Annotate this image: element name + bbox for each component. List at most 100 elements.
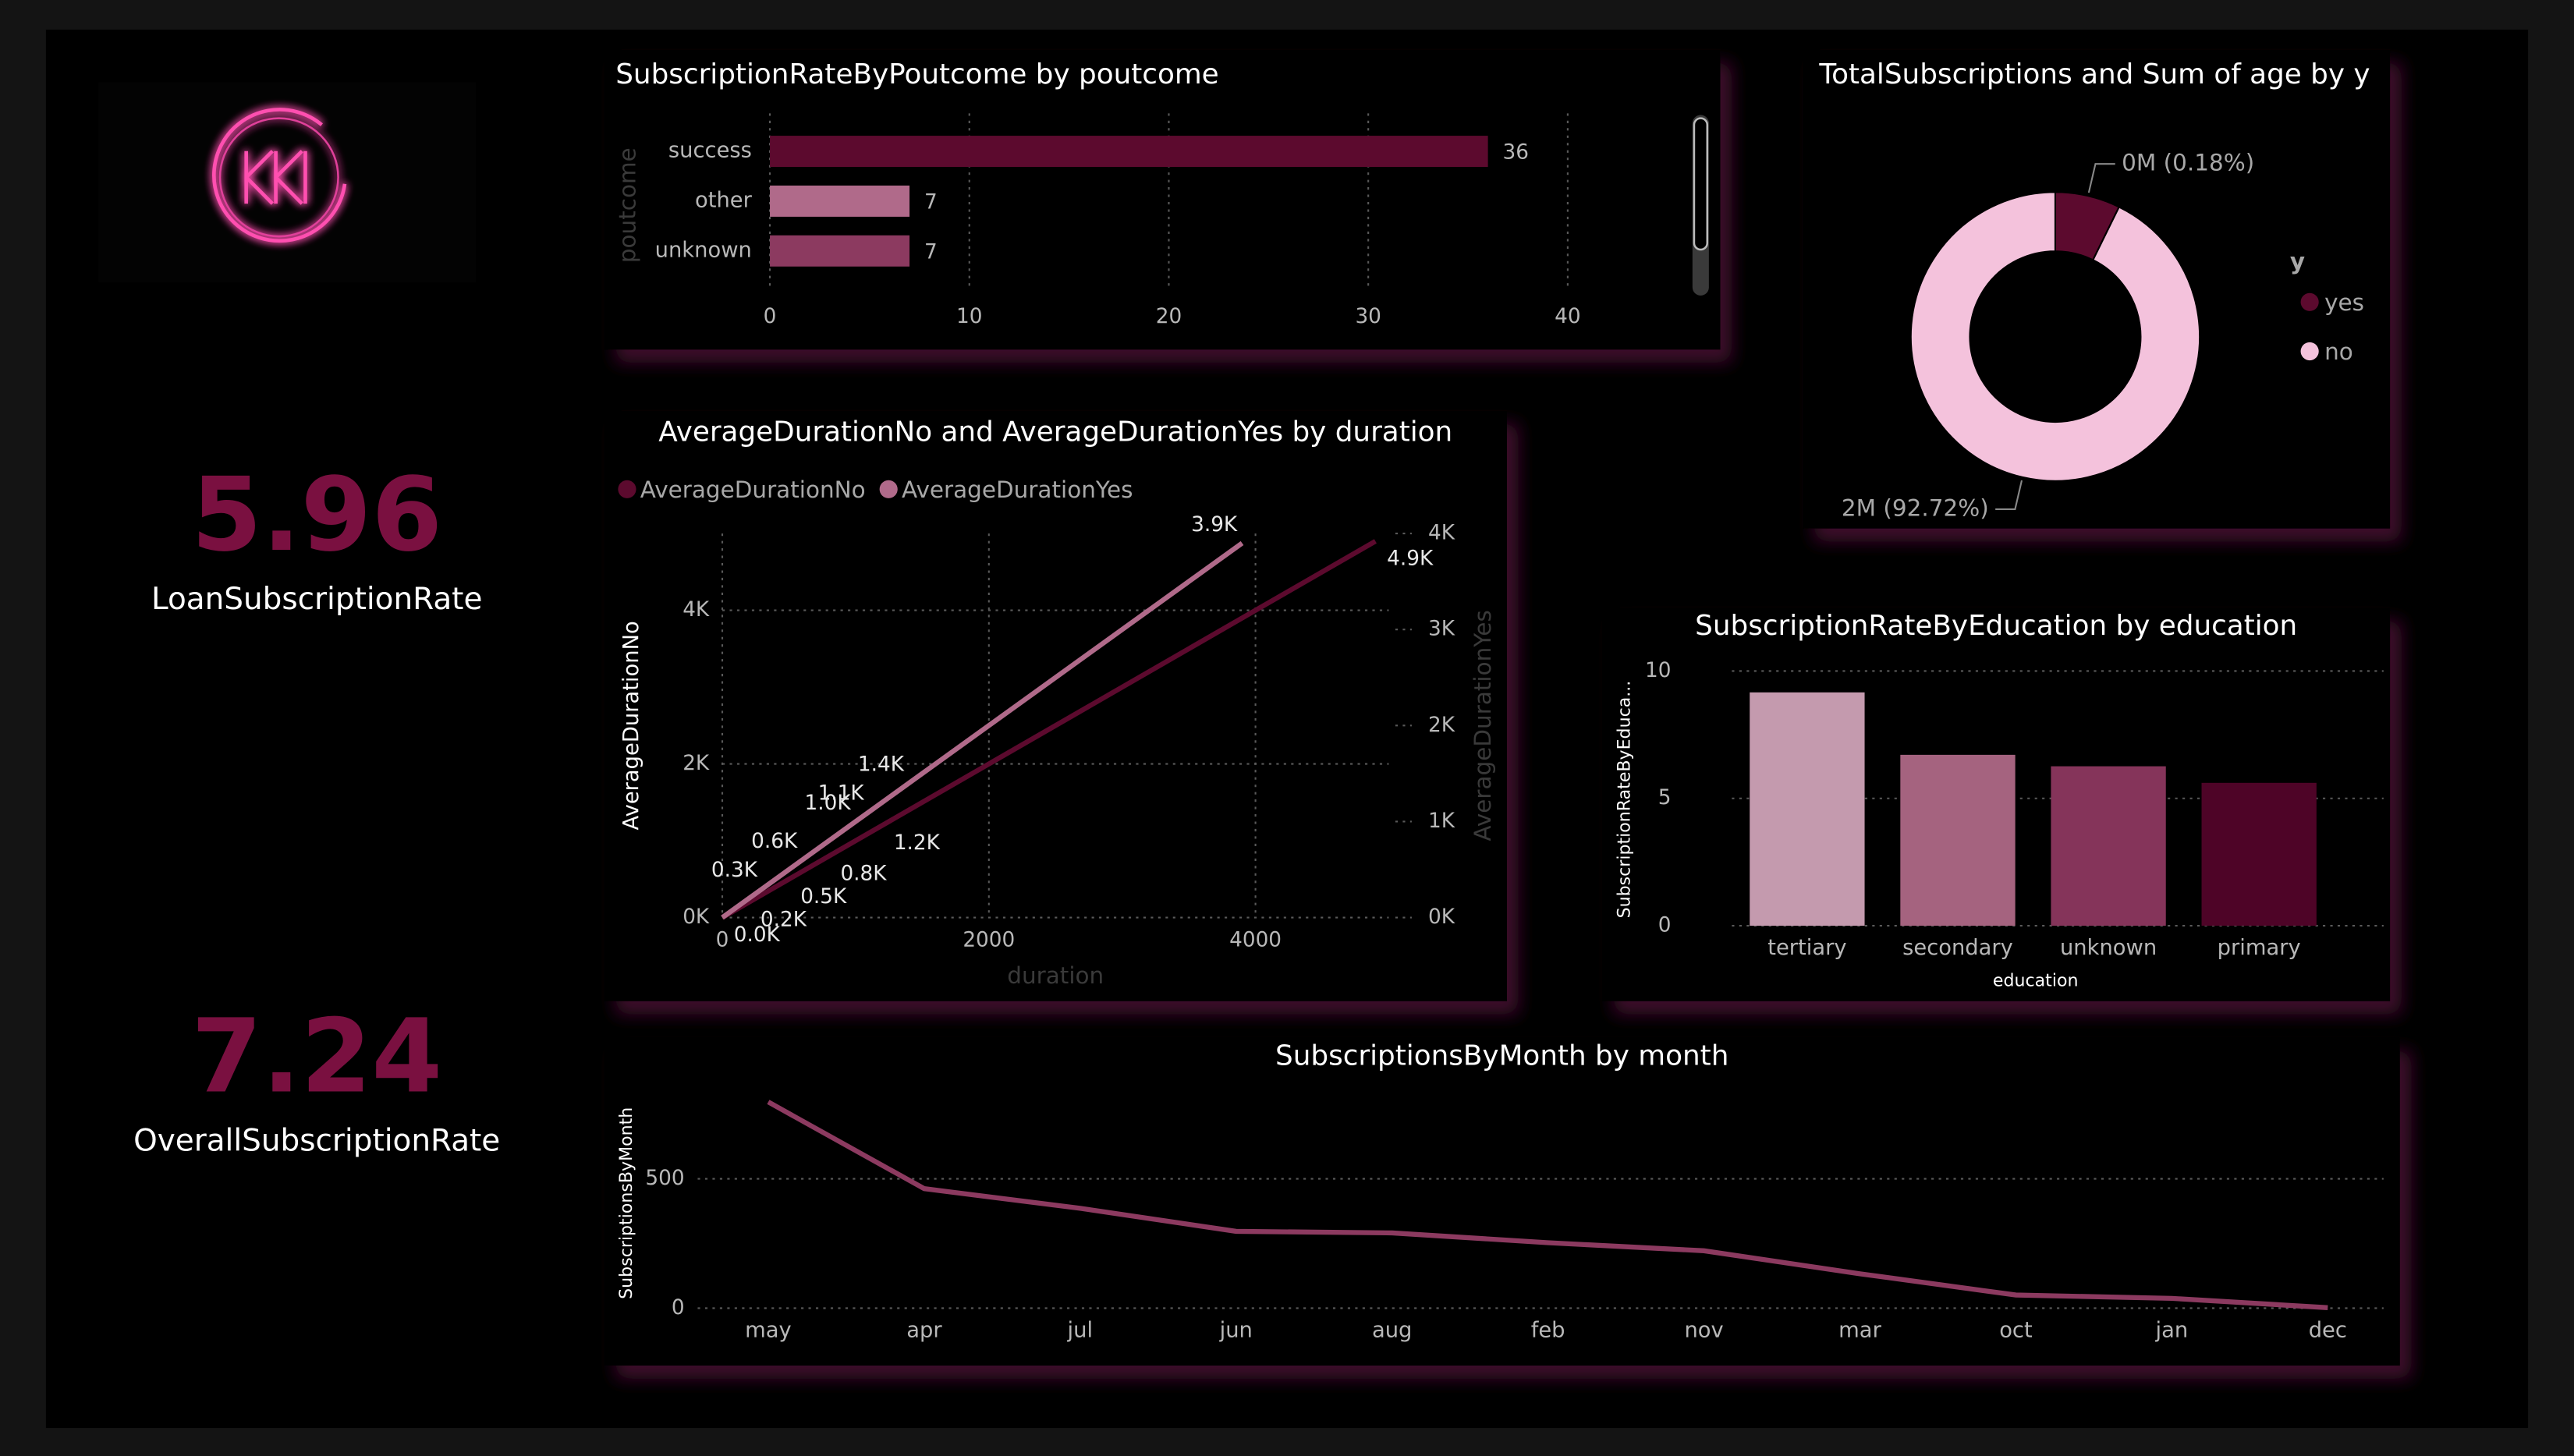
x-tick-label: 20 (1156, 305, 1182, 328)
y-tick-label: 5 (1658, 786, 1672, 809)
bar (1750, 692, 1865, 926)
data-label: 0.0K (734, 923, 781, 947)
y-label: SubscriptionRateByEduca... (1615, 681, 1635, 919)
y-label: AverageDurationNo (619, 621, 644, 830)
y-tick-label: success (668, 139, 752, 163)
legend-marker (879, 480, 898, 498)
x-tick-label: primary (2218, 936, 2301, 960)
chart-title: SubscriptionsByMonth by month (1275, 1040, 1728, 1072)
y2-tick-label: 2K (1428, 714, 1455, 737)
y-tick-label: 0 (672, 1296, 685, 1320)
y2-tick-label: 3K (1428, 618, 1455, 641)
y-tick-label: other (695, 188, 753, 212)
bar (2051, 766, 2166, 926)
logo-ring (212, 108, 347, 243)
x-tick-label: 0 (764, 305, 777, 328)
legend-marker (2300, 292, 2319, 311)
x-tick-label: jul (1067, 1318, 1094, 1342)
kpi-value: 5.96 (191, 455, 442, 574)
y-tick-label: 0 (1658, 914, 1672, 937)
y-tick-label: 4K (682, 598, 710, 622)
panel (604, 410, 1508, 1001)
legend-label: AverageDurationNo (640, 476, 866, 503)
legend-title: y (2290, 248, 2305, 275)
x-tick-label: jan (2155, 1318, 2189, 1342)
x-tick-label: jun (1219, 1318, 1253, 1342)
x-tick-label: nov (1684, 1318, 1723, 1342)
data-label: 0.3K (711, 859, 758, 882)
logo (212, 108, 347, 243)
legend-marker (2300, 342, 2319, 361)
x-tick-label: mar (1838, 1318, 1881, 1342)
leader-line (1995, 480, 2023, 510)
data-label: 0.5K (800, 885, 847, 909)
donut-slice (1909, 191, 2201, 482)
data-label: 0.8K (840, 862, 887, 885)
legend-marker (618, 480, 636, 498)
data-label: 1.0K (805, 792, 852, 815)
series-line (721, 540, 1244, 920)
legend-label: AverageDurationYes (902, 476, 1133, 503)
bar (770, 185, 910, 217)
y-label: SubscriptionsByMonth (616, 1107, 636, 1299)
data-label: 3.9K (1191, 513, 1238, 537)
y-label: poutcome (615, 147, 641, 263)
panel (604, 1037, 2400, 1366)
data-label: 4.9K (1387, 547, 1434, 571)
x-tick-label: 2000 (963, 929, 1015, 952)
x-tick-label: dec (2309, 1318, 2347, 1342)
logo-circle (218, 117, 339, 238)
data-label: 1.4K (858, 753, 905, 777)
logo-letters (244, 150, 307, 205)
x-tick-label: unknown (2060, 936, 2157, 960)
y2-tick-label: 1K (1428, 809, 1455, 833)
data-label: 0.2K (760, 909, 807, 932)
bar (2201, 782, 2317, 926)
bar (1900, 754, 2016, 926)
x-tick-label: feb (1531, 1318, 1565, 1342)
chart-title: AverageDurationNo and AverageDurationYes… (658, 416, 1452, 448)
y-tick-label: 10 (1645, 659, 1671, 682)
y-tick-label: unknown (655, 238, 752, 262)
x-tick-label: 40 (1555, 305, 1580, 328)
x-tick-label: 10 (956, 305, 982, 328)
x-tick-label: tertiary (1767, 936, 1846, 960)
chart-title: TotalSubscriptions and Sum of age by y (1818, 58, 2370, 90)
y2-tick-label: 0K (1428, 905, 1455, 929)
x-tick-label: oct (1999, 1318, 2033, 1342)
legend-label: no (2324, 338, 2353, 365)
y-tick-label: 500 (645, 1167, 684, 1190)
y2-label: AverageDurationYes (1470, 610, 1496, 841)
scrollbar-thumb (1693, 117, 1709, 251)
y-tick-label: 0K (682, 905, 710, 929)
logo-panel (98, 82, 477, 283)
bar (770, 235, 910, 267)
x-tick-label: may (745, 1318, 792, 1342)
slice-label: 0M (0.18%) (2122, 150, 2254, 176)
x-tick-label: 0 (716, 929, 729, 952)
y2-tick-label: 4K (1428, 522, 1455, 545)
x-label: education (1993, 971, 2079, 991)
kpi-label: LoanSubscriptionRate (151, 582, 482, 617)
chart-title: SubscriptionRateByPoutcome by poutcome (615, 58, 1218, 90)
x-tick-label: aug (1372, 1318, 1412, 1342)
data-label: 1.1K (818, 781, 865, 805)
x-label: duration (1007, 962, 1104, 989)
data-label: 0.6K (751, 830, 798, 853)
legend-label: yes (2324, 289, 2364, 316)
y-tick-label: 2K (682, 752, 710, 775)
kpi-label: OverallSubscriptionRate (133, 1123, 500, 1158)
series-line (721, 539, 1377, 920)
data-label: 7 (924, 191, 938, 214)
x-tick-label: 4000 (1229, 929, 1282, 952)
bar (770, 136, 1488, 168)
x-tick-label: 30 (1355, 305, 1381, 328)
data-label: 7 (924, 240, 938, 264)
kpi-value: 7.24 (191, 997, 442, 1116)
leader-line (2087, 163, 2115, 193)
x-tick-label: apr (906, 1318, 942, 1342)
series-line (767, 1100, 2328, 1310)
data-label: 1.2K (894, 831, 941, 855)
chart-title: SubscriptionRateByEducation by education (1695, 610, 2297, 642)
